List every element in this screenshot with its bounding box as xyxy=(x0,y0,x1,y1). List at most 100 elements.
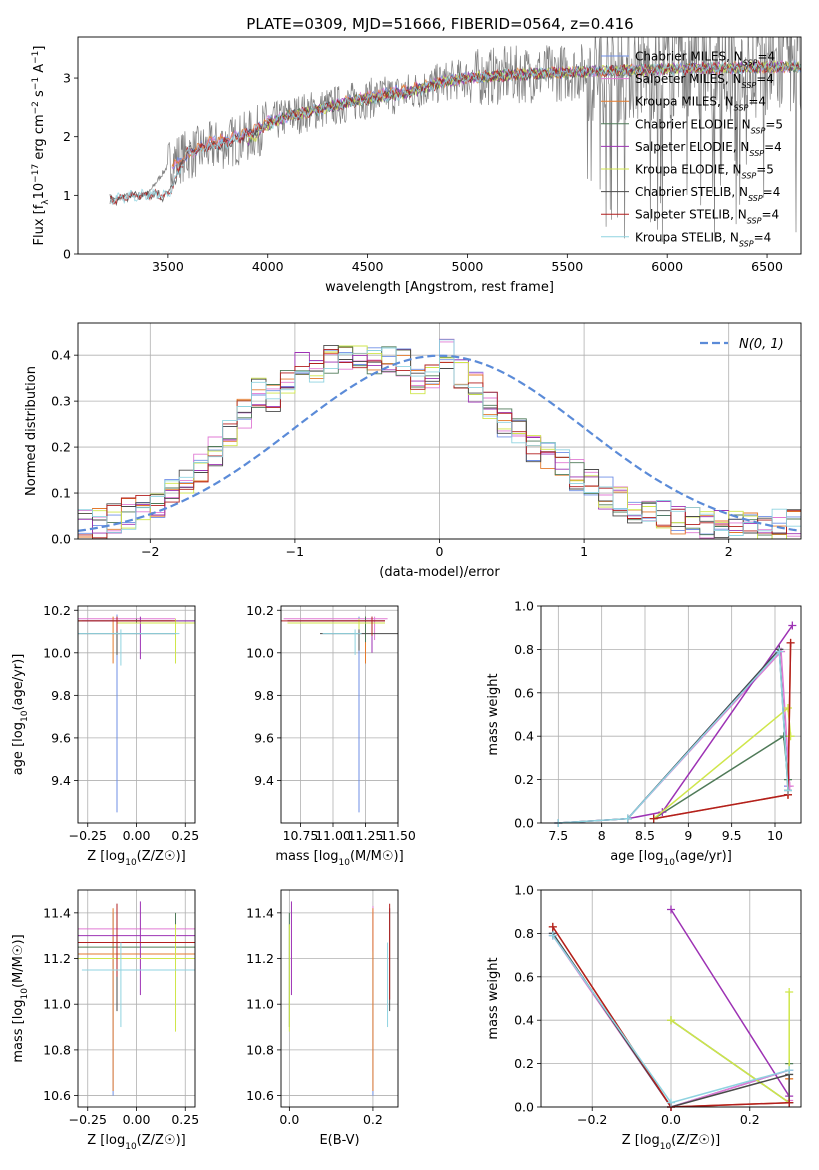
x-tick-label: 6000 xyxy=(651,259,683,274)
y-tick-label: 10.2 xyxy=(43,603,71,618)
x-axis-label: Z [log10(Z/Z☉)] xyxy=(622,1133,720,1152)
y-axis-label: Normed distribution xyxy=(24,366,39,496)
panel-residuals: −2 −1 0 1 2 0.0 0.1 0.2 0.3 0.4 (data-model)/error… xyxy=(24,322,802,580)
x-tick-label: 11.50 xyxy=(380,828,416,843)
weight-line-salpeter_stelib xyxy=(552,926,790,1107)
y-tick-label: 11.2 xyxy=(43,951,71,966)
x-tick-label: 4000 xyxy=(252,259,284,274)
legend-entry-salpeter_stelib: Salpeter STELIB, NSSP=4 xyxy=(635,208,779,226)
y-tick-label: 0.1 xyxy=(51,486,71,501)
x-tick-label: 2 xyxy=(725,544,733,559)
x-tick-label: 0.0 xyxy=(279,1112,299,1127)
x-tick-label: 1 xyxy=(580,544,588,559)
y-tick-label: 0.0 xyxy=(514,816,534,831)
x-tick-label: 0.0 xyxy=(661,1112,681,1127)
y-tick-label: 3 xyxy=(63,71,71,86)
x-tick-label: 5000 xyxy=(452,259,484,274)
weight-line-kroupa_elodie xyxy=(653,706,792,820)
y-axis-label: Flux [fλ10−17 erg cm−2 s−1 A−1] xyxy=(31,46,51,246)
x-axis-label: E(B-V) xyxy=(319,1133,359,1148)
weight-marker-kroupa_elodie xyxy=(785,987,794,996)
x-tick-label: 0 xyxy=(436,544,444,559)
weight-marker-chabrier_elodie xyxy=(779,732,788,741)
legend-entry-chabrier_miles: Chabrier MILES, NSSP=4 xyxy=(635,50,775,68)
panel-weight_vs_Z: −0.2 0.0 0.2 0.0 0.2 0.4 0.6 0.8 1.0 Z [log10(Z/Z… xyxy=(486,883,802,1152)
axes-frame xyxy=(280,605,399,824)
model-line-kroupa_stelib xyxy=(109,61,801,206)
y-tick-label: 2 xyxy=(63,129,71,144)
y-tick-label: 0.4 xyxy=(51,348,71,363)
x-axis-label: mass [log10(M/M☉)] xyxy=(275,849,403,868)
y-tick-label: 11.0 xyxy=(43,997,71,1012)
y-tick-label: 10.6 xyxy=(43,1088,71,1103)
x-tick-label: 11.00 xyxy=(315,828,351,843)
panel-age_vs_Z: −0.25 0.00 0.25 9.4 9.6 9.8 10.0 10.2 Z [log10(Z… xyxy=(11,603,199,868)
x-tick-label: 10 xyxy=(767,828,783,843)
y-tick-label: 0.2 xyxy=(514,772,534,787)
y-tick-label: 11.2 xyxy=(246,951,274,966)
y-tick-label: 0.2 xyxy=(51,440,71,455)
y-tick-label: 0.4 xyxy=(514,1013,534,1028)
weight-marker-kroupa_stelib xyxy=(784,786,792,795)
y-tick-label: 9.4 xyxy=(51,773,71,788)
y-tick-label: 11.4 xyxy=(246,905,274,920)
y-axis-label: mass [log10(M/M☉)] xyxy=(11,934,30,1062)
legend-entry-salpeter_miles: Salpeter MILES, NSSP=4 xyxy=(635,72,774,90)
y-axis-label: mass weight xyxy=(486,957,501,1039)
x-axis-label: age [log10(age/yr)] xyxy=(610,849,732,868)
y-tick-label: 11.0 xyxy=(246,997,274,1012)
normal-curve-line xyxy=(77,354,802,532)
x-tick-label: 0.25 xyxy=(171,1112,199,1127)
histogram-kroupa_stelib xyxy=(78,339,801,539)
y-axis-label: age [log10(age/yr)] xyxy=(11,654,30,776)
weight-line-kroupa_miles xyxy=(653,642,792,820)
y-tick-label: 1 xyxy=(63,188,71,203)
x-tick-label: 7.5 xyxy=(548,828,568,843)
legend-entry-kroupa_elodie: Kroupa ELODIE, NSSP=5 xyxy=(635,163,774,181)
x-tick-label: 0.25 xyxy=(171,828,199,843)
x-axis-label: Z [log10(Z/Z☉)] xyxy=(87,1133,185,1152)
y-tick-label: 1.0 xyxy=(514,599,534,614)
x-tick-label: −1 xyxy=(286,544,304,559)
y-tick-label: 0.0 xyxy=(51,532,71,547)
weight-marker-salpeter_stelib xyxy=(786,638,795,647)
x-tick-label: 3500 xyxy=(152,259,184,274)
x-tick-label: −0.25 xyxy=(69,828,107,843)
y-tick-label: 0.6 xyxy=(514,969,534,984)
x-tick-label: −2 xyxy=(141,544,159,559)
x-tick-label: 10.75 xyxy=(283,828,319,843)
y-tick-label: 0.0 xyxy=(514,1100,534,1115)
x-tick-label: 9 xyxy=(684,828,692,843)
spectrum-legend: Chabrier MILES, NSSP=4 Salpeter MILES, NS… xyxy=(601,50,783,248)
axes-frame xyxy=(280,889,399,1108)
weight-marker-salpeter_stelib xyxy=(785,1098,794,1107)
weight-marker-kroupa_stelib xyxy=(785,1066,794,1075)
y-tick-label: 9.8 xyxy=(51,688,71,703)
y-tick-label: 1.0 xyxy=(514,883,534,898)
y-axis-label: mass weight xyxy=(486,673,501,755)
panel-mass_vs_EBV: 0.0 0.2 10.6 10.8 11.0 11.2 11.4 E(B-V) xyxy=(246,889,399,1148)
y-tick-label: 0.6 xyxy=(514,685,534,700)
weight-line-salpeter_elodie xyxy=(670,909,790,1103)
y-tick-label: 9.4 xyxy=(254,773,274,788)
x-tick-label: 0.2 xyxy=(740,1112,760,1127)
axes-frame xyxy=(540,605,802,824)
panel-mass_vs_Z: −0.25 0.00 0.25 10.6 10.8 11.0 11.2 11.4 Z [log1… xyxy=(11,889,199,1152)
axes-frame xyxy=(77,36,802,255)
x-tick-label: 8.5 xyxy=(635,828,655,843)
x-tick-label: 6500 xyxy=(751,259,783,274)
axes-frame xyxy=(77,889,196,1108)
y-tick-label: 9.6 xyxy=(51,730,71,745)
weight-marker-kroupa_stelib xyxy=(623,814,632,823)
legend-entry-normal: N(0, 1) xyxy=(739,337,784,352)
y-tick-label: 9.8 xyxy=(254,688,274,703)
weight-marker-kroupa_elodie xyxy=(667,1016,675,1025)
y-tick-label: 10.8 xyxy=(246,1042,274,1057)
x-tick-label: −0.2 xyxy=(577,1112,607,1127)
x-axis-label: (data-model)/error xyxy=(379,565,500,580)
panel-spectrum: 3500 4000 4500 5000 5500 6000 6500 0 1 2 3 waveleng… xyxy=(31,36,802,295)
x-tick-label: 0.00 xyxy=(123,828,151,843)
x-tick-label: 9.5 xyxy=(722,828,742,843)
y-tick-label: 10.2 xyxy=(246,603,274,618)
